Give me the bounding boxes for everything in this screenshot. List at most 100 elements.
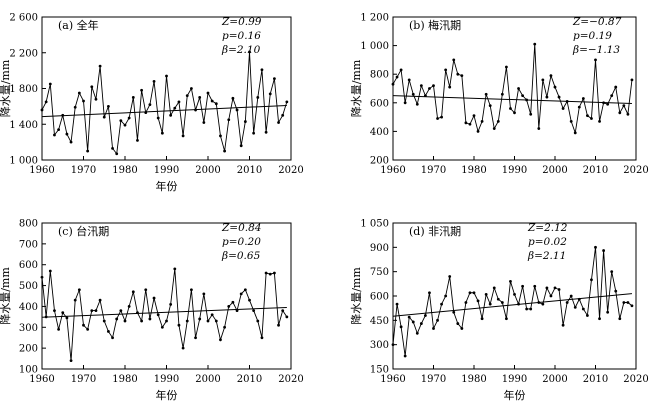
panel-c-data-point xyxy=(156,313,160,317)
panel-c-data-point xyxy=(198,317,202,321)
panel-d-data-point xyxy=(476,299,480,303)
panel-b-data-point xyxy=(557,95,561,99)
panel-c-ytick-label: 600 xyxy=(19,260,38,271)
panel-a-data-point xyxy=(181,134,185,138)
panel-c-trend-line xyxy=(41,306,287,318)
panel-b-data-point xyxy=(440,115,443,119)
panel-b-data-point xyxy=(460,74,464,78)
panel-d-data-point xyxy=(407,315,411,319)
panel-c-data-point xyxy=(53,309,56,312)
panel-d-data-point xyxy=(622,301,626,304)
panel-b-data-point xyxy=(533,42,537,46)
panel-d-data-point xyxy=(602,249,605,252)
panel-d-stat-beta: β=2.11 xyxy=(527,250,566,262)
panel-c-data-point xyxy=(281,309,285,312)
panel-a-data-point xyxy=(160,131,164,135)
panel-a-data-point xyxy=(268,92,272,96)
panel-b-ytick-label: 200 xyxy=(370,156,389,167)
panel-a-ytick-label: 1 000 xyxy=(9,156,38,167)
panel-b-data-point xyxy=(630,78,634,82)
panel-a-data-point xyxy=(61,113,65,117)
panel-b-data-point xyxy=(586,114,589,118)
panel-b-data-point xyxy=(432,84,435,88)
panel-c-stat-p: p=0.20 xyxy=(222,236,261,248)
panel-b-data-point xyxy=(492,127,496,130)
panel-a-data-point xyxy=(185,94,189,98)
panel-d-xtick-label: 2010 xyxy=(583,374,608,385)
panel-b-data-point xyxy=(464,121,468,125)
panel-a-data-point xyxy=(136,138,139,142)
panel-a-data-point xyxy=(111,146,114,150)
panel-c-stat-beta: β=0.65 xyxy=(221,250,261,262)
panel-b-data-point xyxy=(573,131,577,135)
panel-c-data-point xyxy=(165,319,168,323)
panel-a-data-point xyxy=(131,96,135,99)
panel-b-data-point xyxy=(488,104,492,108)
panel-c-xtick-label: 2000 xyxy=(195,374,220,385)
panel-b-data-point xyxy=(513,111,516,115)
panel-c-ytick-label: 200 xyxy=(19,344,38,355)
panel-a-data-point xyxy=(119,119,123,123)
panel-a-data-point xyxy=(256,96,260,99)
panel-a-ytick-label: 2 200 xyxy=(9,48,38,59)
panel-a-data-point xyxy=(73,105,77,109)
panel-a-data-point xyxy=(107,104,110,108)
panel-d-data-point xyxy=(630,304,634,308)
panel-a-data-point xyxy=(177,100,181,104)
panel-c-data-point xyxy=(194,336,197,340)
panel-a-data-point xyxy=(260,68,264,72)
panel-d-series-line xyxy=(392,247,633,357)
panel-a-series-line xyxy=(41,51,288,155)
panel-a-data-point xyxy=(127,116,131,120)
panel-d-data-point xyxy=(448,275,452,278)
panel-d-data-point xyxy=(468,291,472,295)
panel-c-data-point xyxy=(144,288,148,292)
panel-b-data-point xyxy=(569,119,573,123)
panel-c-data-point xyxy=(227,305,231,308)
panel-d-data-point xyxy=(444,294,448,298)
panel-a-data-point xyxy=(144,111,148,115)
panel-c-data-point xyxy=(152,296,156,300)
panel-d-ytick-label: 750 xyxy=(370,267,389,278)
panel-b-data-point xyxy=(480,119,484,123)
panel-a-data-point xyxy=(214,102,218,106)
panel-b-data-point xyxy=(456,72,460,76)
panel-d-data-point xyxy=(492,286,496,290)
panel-a-xtick-label: 2000 xyxy=(195,165,220,176)
panel-a-xtick-label: 1970 xyxy=(71,165,96,176)
panel-c-data-point xyxy=(202,292,206,296)
panel-c-data-point xyxy=(239,292,243,296)
panel-b-data-point xyxy=(618,111,622,115)
panel-a-data-point xyxy=(152,79,156,83)
panel-c-data-point xyxy=(123,319,127,323)
panel-a-data-point xyxy=(243,120,247,123)
panel-c-data-point xyxy=(256,319,260,323)
panel-d-data-point xyxy=(440,302,443,306)
panel-c-data-point xyxy=(148,317,152,321)
panel-a-data-point xyxy=(273,77,276,81)
panel-c-label: (c) 台汛期 xyxy=(58,224,109,238)
panel-a-data-point xyxy=(77,91,81,95)
panel-a-xlabel: 年份 xyxy=(156,179,178,193)
panel-c-data-point xyxy=(111,336,114,340)
panel-c-ytick-label: 100 xyxy=(19,365,38,376)
panel-b-xtick-label: 1960 xyxy=(380,165,405,176)
panel-b-data-point xyxy=(622,104,626,108)
panel-c-xtick-label: 1990 xyxy=(154,374,179,385)
panel-b-stat-p: p=0.19 xyxy=(573,30,612,42)
panel-a-xtick-label: 1990 xyxy=(154,165,179,176)
panel-d-data-point xyxy=(577,297,581,301)
panel-d-ytick-label: 150 xyxy=(370,365,389,376)
panel-c-data-point xyxy=(219,338,222,342)
panel-b-data-point xyxy=(428,87,431,90)
panel-b-data-point xyxy=(537,127,541,130)
panel-a-ylabel: 降水量/mm xyxy=(0,59,12,117)
panel-c-data-point xyxy=(190,288,193,292)
panel-c-data-point xyxy=(98,298,102,302)
panel-c-data-point xyxy=(57,327,60,331)
panel-c-data-point xyxy=(44,315,48,319)
panel-c-data-point xyxy=(127,305,131,308)
panel-b-data-point xyxy=(577,105,581,109)
panel-b-xtick-label: 2000 xyxy=(542,165,567,176)
